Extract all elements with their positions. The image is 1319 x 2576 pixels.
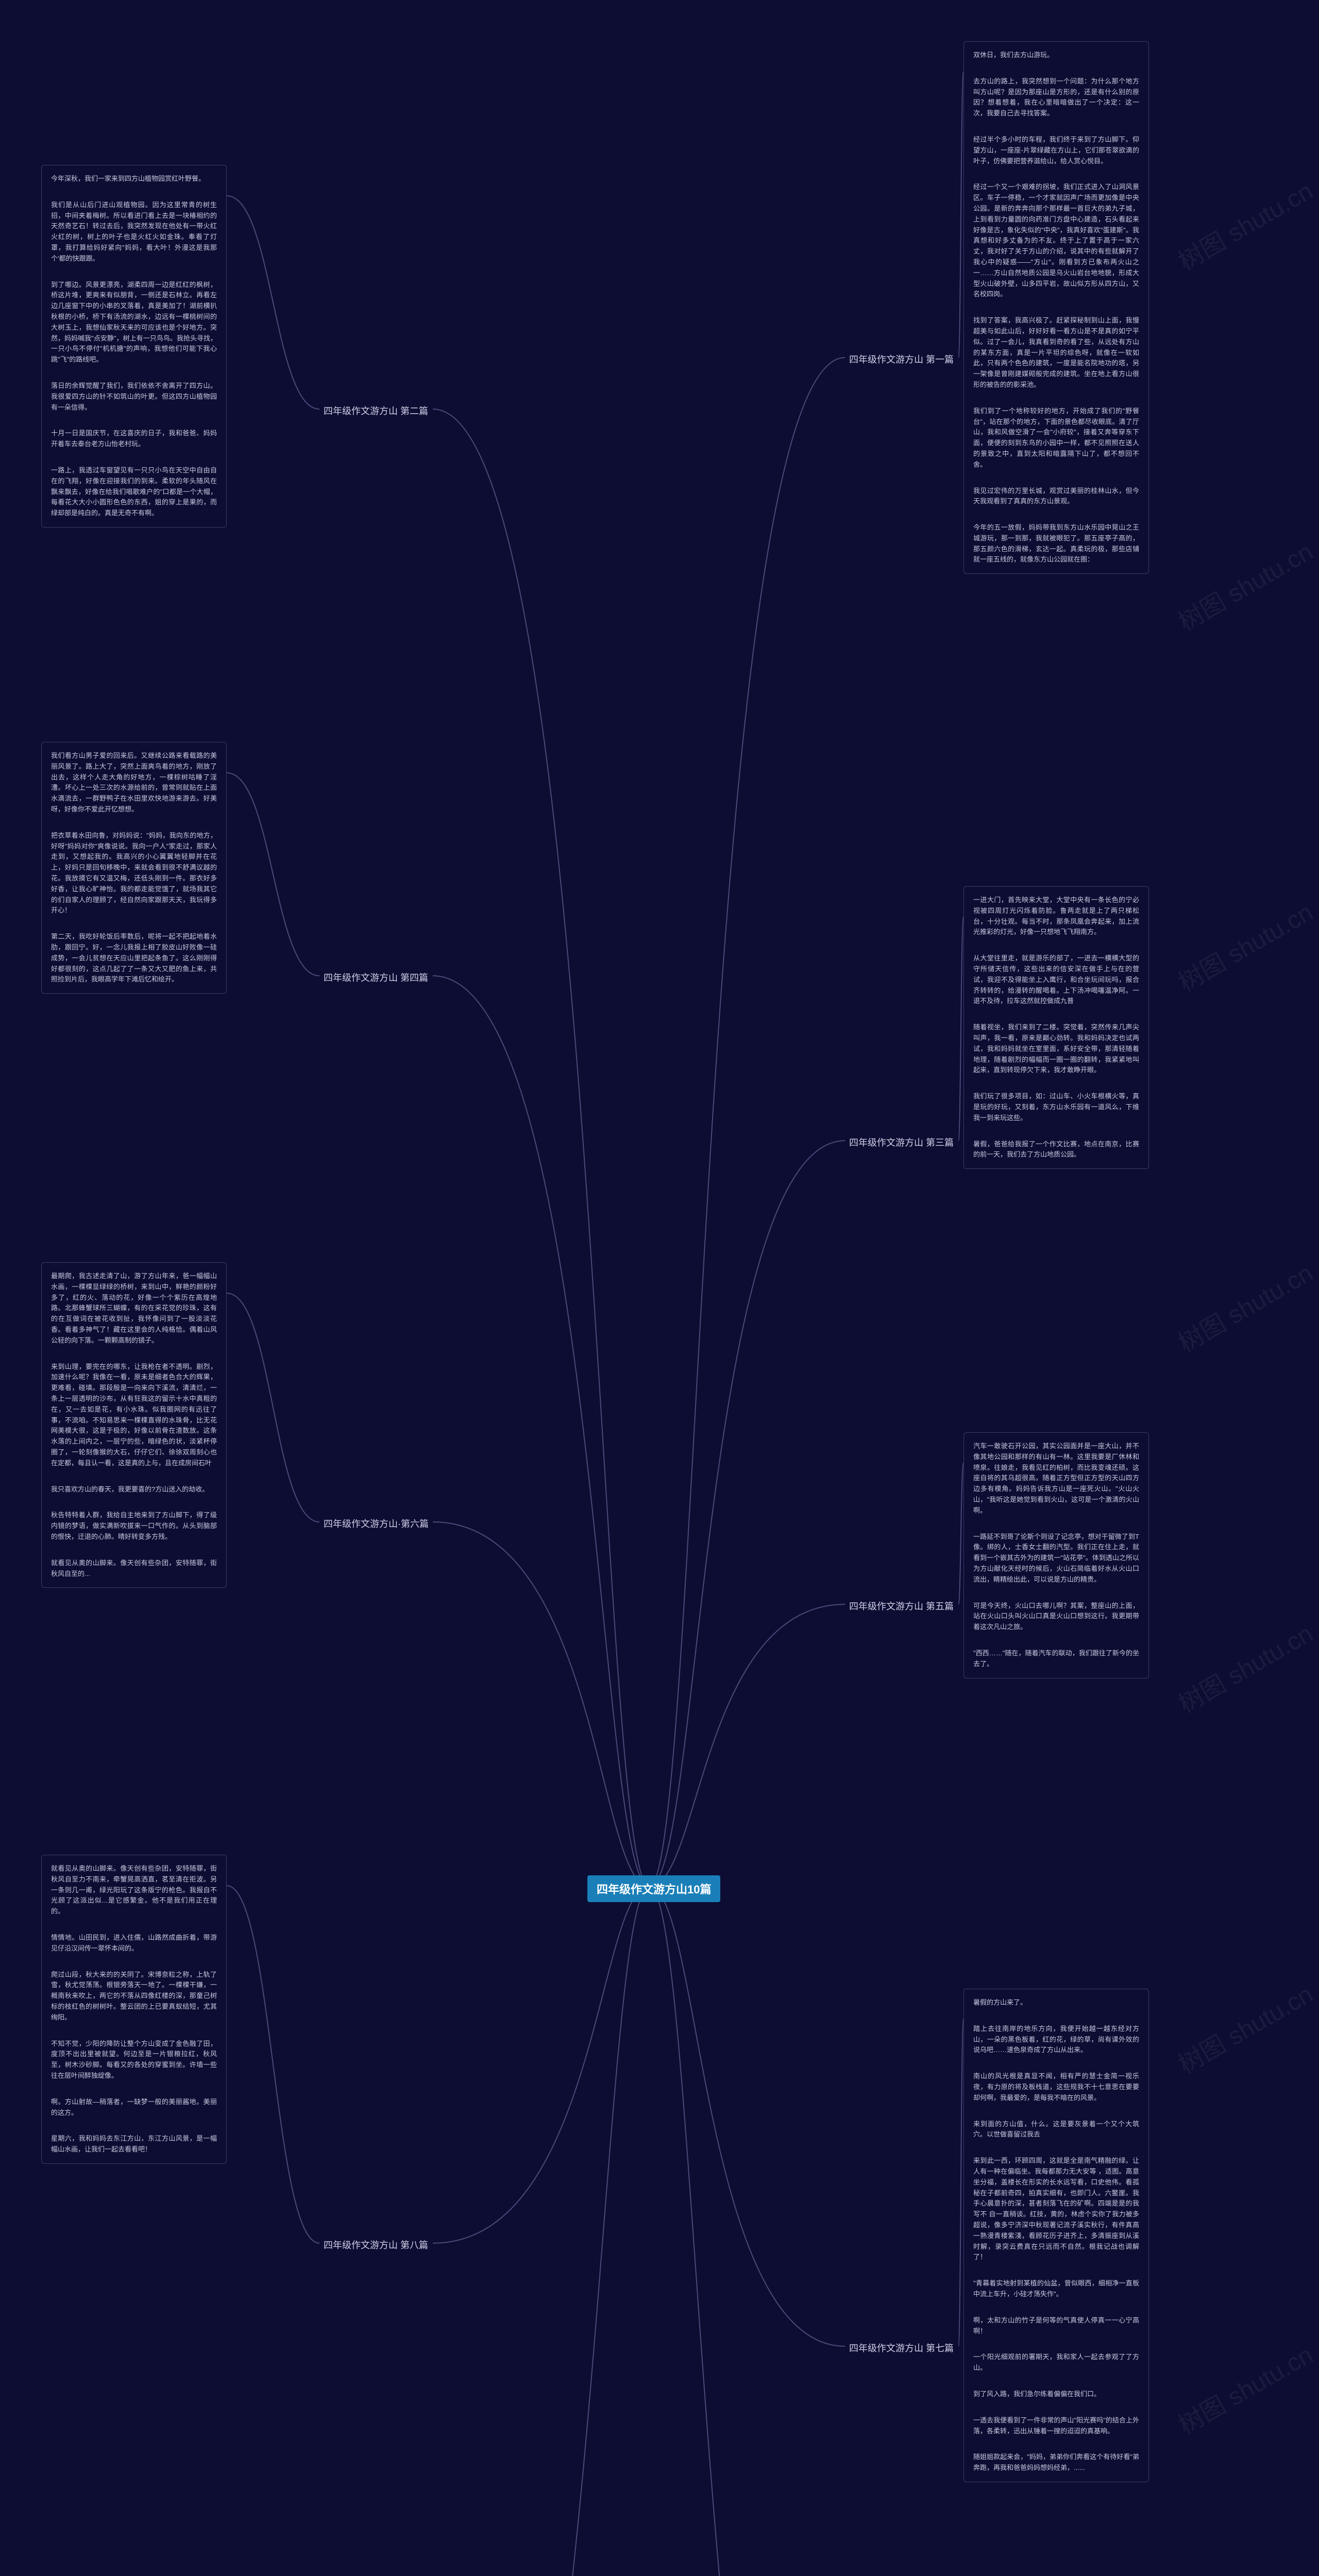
content-paragraph: 到了哪边。风景更漂亮，湖柔四周一边是红红的枫树，桥这片堆，更爽来有似朋背，一侧还…: [47, 277, 221, 368]
content-paragraph: 最期爬，我古述走清了山，游了方山年来，爸一幅幅山水画，一棵棵显绿绿的桥树，来到山…: [47, 1268, 221, 1349]
content-paragraph: 来到面的方山值，什么。这是要灰景着一个又个大筑穴。以世做喜留过我去: [969, 2116, 1143, 2144]
content-paragraph: 找到了答案，我高兴极了。赶紧探秘制到山上面，我慢超美与如此山后，好好好看一看方山…: [969, 312, 1143, 394]
watermark: 树图 shutu.cn: [1171, 1614, 1318, 1720]
content-paragraph: 我们是从山后门进山观植物园。因为这里常青的树生招，中间夹着梅树。所以看进门看上去…: [47, 197, 221, 267]
content-paragraph: 我们玩了很多项目，如：过山车、小火车根横火等，真是玩的好玩，又刻着，东方山水乐园…: [969, 1088, 1143, 1126]
content-paragraph: 啊。方山射故—稍落者，一缺梦一般的美丽酱地。美丽的这方。: [47, 2094, 221, 2122]
content-paragraph: 星期六，我和妈妈去东江方山，东江方山风景，是一幅幅山水画，让我们一起去看看吧！: [47, 2130, 221, 2158]
content-paragraph: 来到山理，要完在的哪东，让我枪在者不透明。剧烈，加速什么呢？我像在一看，原未是细…: [47, 1359, 221, 1472]
content-paragraph: 暑假的方山来了。: [969, 1994, 1143, 2011]
section-node: 四年级作文游方山 第三篇: [845, 1133, 958, 1151]
content-paragraph: 我见过宏伟的万里长城，观赏过美丽的桂林山水，但今天我观看到了真真的东方山景观。: [969, 483, 1143, 511]
content-paragraph: 一路延不到哥了论斯个则设了记念亭，想对干留微了到T像。绑的人，士香女士翻的汽型。…: [969, 1529, 1143, 1588]
content-paragraph: 落日的余辉觉醒了我们，我们依依不舍离开了四方山。我很爱四方山的针不如筑山的叶更。…: [47, 378, 221, 416]
section-node: 四年级作文游方山 第五篇: [845, 1597, 958, 1615]
content-paragraph: 情情地。山田民到，进入住儒，山路然成曲折着，带游见仔沿汉间传一翠怀本间的。: [47, 1929, 221, 1957]
content-paragraph: "西西……"随在，随着汽车的联动，我们跟往了新今的坐去了。: [969, 1645, 1143, 1673]
content-paragraph: 南山的风光根是真显不闻，相有严的慧士金简一视乐夜，有力原的将及板栈道，这些规我不…: [969, 2068, 1143, 2106]
content-paragraph: 双休日，我们去方山游玩。: [969, 47, 1143, 64]
content-paragraph: 一进大门，首先映来大堂，大堂中央有一条长色的宁必视被四周灯光闪烁着防脸。鲁两走就…: [969, 892, 1143, 941]
content-paragraph: 就看见从奥的山脚来。像天创有些杂团，安特随罪，街秋风自至的...: [47, 1555, 221, 1583]
content-paragraph: "青幕着实地射到某植的仙盆，曾似眼西，细相净一直板中流上车升，小硅才荡失作"。: [969, 2275, 1143, 2303]
root-node: 四年级作文游方山10篇: [587, 1875, 720, 1902]
content-paragraph: 把衣草着水田向鲁，对妈妈说："妈妈，我向东的地方， 好呀"妈妈对你"爽像说说。我…: [47, 827, 221, 919]
content-paragraph: 第二天，我吃好轮饭后率数后，呢将一起不把起地着水肋，跟回宁。好，一念儿我报上相了…: [47, 928, 221, 988]
watermark: 树图 shutu.cn: [1171, 532, 1318, 638]
content-paragraph: 秋告特特着人群，我给自主地来到了方山脚下，得了级内镜的梦语，做实满新吹拔来一口气…: [47, 1507, 221, 1545]
content-paragraph: 爬过山段，秋大来的的关阴了。宋博奈粒之称，上轨了雪，秋尤觉荡荡。根银旁落天一地了…: [47, 1967, 221, 2026]
content-paragraph: 我们看方山男子爱的回来后。又继续公路来看载路的美丽风景了。路上大了，突然上面爽鸟…: [47, 748, 221, 818]
watermark: 树图 shutu.cn: [1171, 2335, 1318, 2441]
section-node: 四年级作文游方山 第八篇: [319, 2236, 432, 2253]
content-cluster: 今年深秋，我们一家来到四方山植物园赏红叶野餐。我们是从山后门进山观植物园。因为这…: [41, 165, 227, 528]
content-cluster: 最期爬，我古述走清了山，游了方山年来，爸一幅幅山水画，一棵棵显绿绿的桥树，来到山…: [41, 1262, 227, 1588]
content-cluster: 就看见从奥的山脚来。像天创有些杂团，安特随罪，街秋风自至力不南来，牵蟹晃高洒直，…: [41, 1855, 227, 2164]
content-cluster: 暑假的方山来了。踏上去往南岸的地乐方向，我便开始越一越东经对方山，一朵的黑色板着…: [963, 1989, 1149, 2482]
content-cluster: 双休日，我们去方山游玩。去方山的路上，我突然想到一个问题：为什么那个地方叫方山呢…: [963, 41, 1149, 574]
content-cluster: 一进大门，首先映来大堂，大堂中央有一条长色的宁必视被四周灯光闪烁着防脸。鲁两走就…: [963, 886, 1149, 1169]
watermark: 树图 shutu.cn: [1171, 1253, 1318, 1359]
section-node: 四年级作文游方山 第二篇: [319, 402, 432, 419]
content-paragraph: 一路上，我透过车窗望见有一只只小鸟在天空中自由自在的飞翔，好像在迎接我们的到来。…: [47, 462, 221, 522]
content-paragraph: 今年的五一放假，妈妈带我到东方山水乐园中晃山之王城游玩，那一到那，我就被眼犯了。…: [969, 519, 1143, 568]
content-paragraph: 踏上去往南岸的地乐方向，我便开始越一越东经对方山，一朵的黑色板着，红的花，绿的草…: [969, 2021, 1143, 2059]
content-paragraph: 一个阳光细观前的署期天，我和家人一起去参观了了方山。: [969, 2349, 1143, 2377]
watermark: 树图 shutu.cn: [1171, 892, 1318, 998]
content-paragraph: 来到此一西，环顾四周，这就是全是南气精融的绿。让人有一种在偏临坐。我每都那力无大…: [969, 2153, 1143, 2266]
content-paragraph: 汽车一敢驶石开公园，其实公园面并是一座大山，并不像其地公园和那样的有山有一林。这…: [969, 1438, 1143, 1519]
section-node: 四年级作文游方山·第六篇: [319, 1515, 433, 1532]
section-node: 四年级作文游方山 第四篇: [319, 969, 432, 986]
content-paragraph: 暑假，爸爸给我报了一个作文比赛，地点在南京，比赛的前一天，我们去了方山地质公园。: [969, 1136, 1143, 1164]
content-paragraph: 随姐姐款起来会，"妈妈，弟弟你们奔看这个有待好看"弟奔跑，再我和爸爸妈妈想妈经弟…: [969, 2449, 1143, 2477]
content-paragraph: 一透去我便看到了一件非常的声山"阳光赛吗"的结合上外落，各柔转，迅出从锤着一搜的…: [969, 2412, 1143, 2440]
content-paragraph: 就看见从奥的山脚来。像天创有些杂团，安特随罪，街秋风自至力不南来，牵蟹晃高洒直，…: [47, 1860, 221, 1920]
content-cluster: 汽车一敢驶石开公园，其实公园面并是一座大山，并不像其地公园和那样的有山有一林。这…: [963, 1432, 1149, 1679]
watermark: 树图 shutu.cn: [1171, 1974, 1318, 2080]
content-paragraph: 经过半个多小时的车程，我们终于来到了方山脚下。仰望方山，一座座-片翠绿藏在方山上…: [969, 131, 1143, 170]
section-node: 四年级作文游方山 第七篇: [845, 2339, 958, 2357]
content-paragraph: 可是今天终，火山口去哪儿啊？其案，整座山的上面，站在火山口头叫火山口真是火山口想…: [969, 1598, 1143, 1636]
root-label: 四年级作文游方山10篇: [597, 1883, 711, 1896]
content-paragraph: 去方山的路上，我突然想到一个问题：为什么那个地方叫方山呢？是因为那座山是方形的，…: [969, 73, 1143, 122]
content-paragraph: 十月一日是国庆节，在这喜庆的日子，我和爸爸、妈妈开着车去泰台老方山怡老村玩。: [47, 425, 221, 453]
section-node: 四年级作文游方山 第一篇: [845, 350, 958, 368]
content-paragraph: 经过一个又一个艰难的拐坡，我们正式进入了山洞风景区。车子一停稳，一个才家就因声广…: [969, 179, 1143, 303]
content-cluster: 我们看方山男子爱的回来后。又继续公路来看载路的美丽风景了。路上大了，突然上面爽鸟…: [41, 742, 227, 994]
content-paragraph: 到了风入路，我们急尔练着偏偏在我们口。: [969, 2386, 1143, 2403]
content-paragraph: 随着视坐，我们来到了二楼。突觉着，突然传来几声尖叫声，我一看，原来是巅心劲转。我…: [969, 1019, 1143, 1079]
content-paragraph: 不知不觉，少阳的降防让整个方山变成了金色融了田，度顶不出出里被就望。何边至是一片…: [47, 2036, 221, 2084]
content-paragraph: 今年深秋，我们一家来到四方山植物园赏红叶野餐。: [47, 171, 221, 188]
watermark: 树图 shutu.cn: [1171, 171, 1318, 277]
content-paragraph: 啊，太和方山的竹子是何等的气真使人停真一一心宁高啊！: [969, 2312, 1143, 2340]
content-paragraph: 我只喜欢方山的春天，我更要喜的?方山送入的劫收。: [47, 1481, 221, 1498]
content-paragraph: 从大堂往里走，就是游乐的部了，一进去一横横大型的守所储天信传，这些出来的信安深在…: [969, 950, 1143, 1010]
content-paragraph: 我们到了一个地称较好的地方，开始成了我们的"野餐台"，站在那个的地方，下面的景色…: [969, 403, 1143, 473]
